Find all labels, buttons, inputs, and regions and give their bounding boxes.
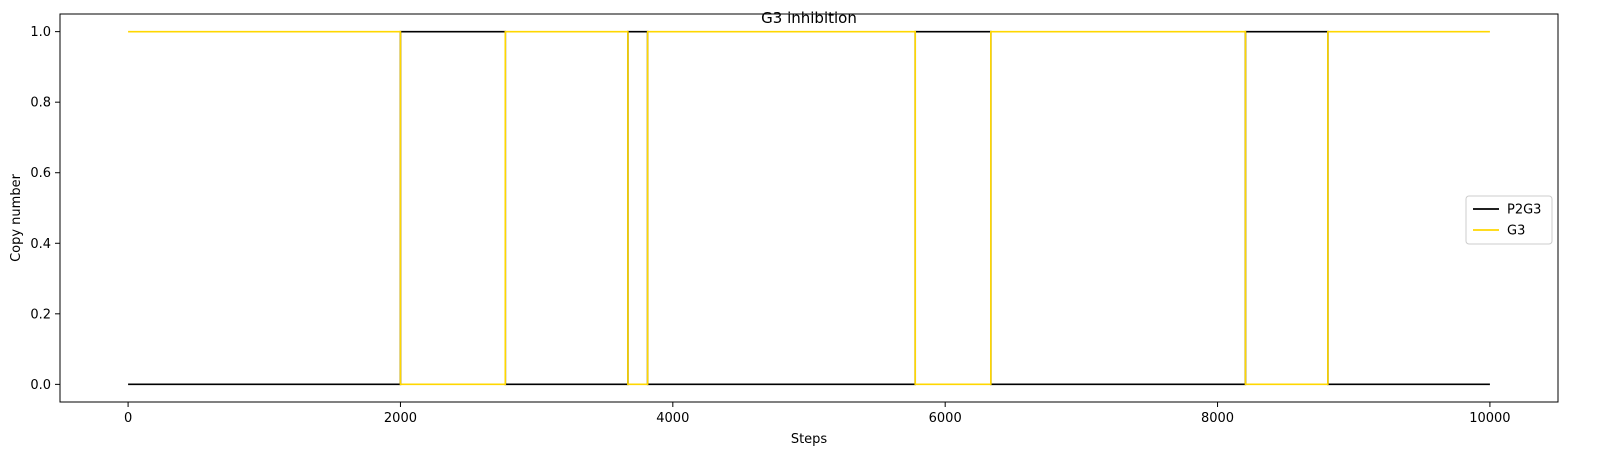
legend-box (1465, 195, 1553, 245)
y-tick-label: 0.6 (30, 166, 51, 181)
y-tick-label: 0.4 (30, 237, 51, 252)
x-tick-label: 4000 (656, 411, 689, 426)
y-tick-label: 1.0 (30, 25, 51, 40)
y-tick-label: 0.0 (30, 378, 51, 393)
y-tick-label: 0.8 (30, 96, 51, 111)
x-axis: 0 2000 4000 6000 8000 10000 (124, 402, 1511, 426)
chart-title: G3 inhibition (761, 9, 857, 27)
y-axis: 0.0 0.2 0.4 0.6 0.8 1.0 (30, 25, 60, 393)
x-tick-label: 2000 (384, 411, 417, 426)
x-tick-label: 8000 (1201, 411, 1234, 426)
legend: P2G3 G3 (1465, 195, 1553, 245)
x-tick-label: 10000 (1469, 411, 1510, 426)
x-tick-label: 0 (124, 411, 132, 426)
series-line-g3 (128, 30, 1490, 386)
x-tick-label: 6000 (929, 411, 962, 426)
axes-frame (59, 13, 1559, 403)
legend-label-p2g3: P2G3 (1507, 203, 1541, 218)
y-tick-label: 0.2 (30, 307, 51, 322)
series-line-p2g3 (128, 30, 1490, 386)
plot-area (128, 30, 1490, 386)
y-axis-label: Copy number (9, 173, 24, 262)
x-axis-label: Steps (791, 432, 828, 447)
legend-label-g3: G3 (1507, 224, 1525, 239)
